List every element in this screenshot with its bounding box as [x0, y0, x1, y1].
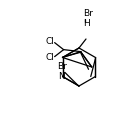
- Text: H: H: [83, 20, 90, 29]
- Text: Cl: Cl: [45, 53, 54, 62]
- Text: Cl: Cl: [45, 37, 54, 46]
- Text: Br: Br: [58, 62, 68, 71]
- Text: N: N: [58, 72, 65, 81]
- Text: Br: Br: [83, 9, 93, 18]
